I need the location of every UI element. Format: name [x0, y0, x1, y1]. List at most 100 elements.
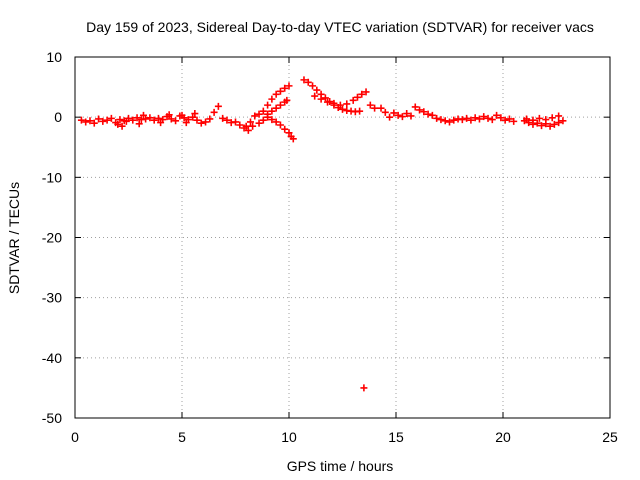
data-point [281, 84, 289, 92]
data-point [99, 117, 107, 125]
data-point [493, 111, 501, 119]
data-point [336, 101, 344, 109]
data-point [289, 135, 297, 143]
data-point [90, 119, 98, 127]
data-point [251, 112, 259, 120]
data-point [255, 119, 263, 127]
data-point [555, 112, 563, 120]
data-point [197, 119, 205, 127]
y-tick-label: 10 [46, 49, 62, 65]
data-point [420, 108, 428, 116]
data-point [475, 115, 483, 123]
data-point [133, 114, 141, 122]
y-tick-label: -20 [42, 230, 62, 246]
data-point [424, 110, 432, 118]
data-point [358, 90, 366, 98]
data-point [523, 115, 531, 123]
data-point [276, 101, 284, 109]
data-point [268, 107, 276, 115]
y-tick-label: -50 [42, 410, 62, 426]
data-point [403, 110, 411, 118]
data-point [311, 92, 319, 100]
data-point [550, 120, 558, 128]
data-point [317, 95, 325, 103]
data-point [244, 126, 252, 134]
data-point [118, 122, 126, 130]
y-tick-label: -30 [42, 290, 62, 306]
data-point [191, 110, 199, 118]
data-point [268, 95, 276, 103]
data-point [182, 119, 190, 127]
data-point [154, 114, 162, 122]
data-point [441, 117, 449, 125]
data-point [116, 116, 124, 124]
plot-frame [74, 56, 611, 419]
data-point [259, 107, 267, 115]
data-point [219, 114, 227, 122]
data-point [546, 122, 554, 130]
data-point [339, 105, 346, 113]
data-point [246, 118, 254, 126]
data-point [157, 119, 165, 127]
x-tick-label: 10 [281, 429, 297, 445]
y-tick-label: -10 [42, 169, 62, 185]
data-point [214, 102, 222, 110]
data-point [353, 93, 361, 101]
data-point [300, 76, 308, 84]
data-point [255, 110, 263, 118]
data-point [272, 118, 280, 126]
data-point [324, 98, 332, 106]
data-point [381, 108, 389, 116]
x-tick-label: 15 [388, 429, 404, 445]
data-point [178, 111, 186, 119]
data-point [268, 116, 276, 124]
data-point [95, 115, 103, 123]
x-axis-label: GPS time / hours [287, 458, 394, 474]
data-point [548, 114, 556, 122]
data-point [139, 111, 147, 119]
data-point [446, 118, 453, 126]
data-point [283, 96, 291, 104]
data-point [114, 120, 122, 128]
data-point [555, 119, 563, 127]
data-point [272, 90, 280, 98]
data-point [107, 114, 115, 122]
data-point [535, 114, 543, 122]
data-point [356, 107, 364, 115]
data-point [189, 113, 197, 121]
data-point [264, 110, 272, 118]
data-point [377, 104, 385, 112]
data-point [433, 114, 441, 122]
data-point [411, 103, 419, 111]
data-point [538, 122, 546, 130]
x-tick-label: 0 [71, 429, 79, 445]
data-point [206, 115, 214, 123]
data-point [264, 101, 272, 109]
data-point [510, 117, 518, 125]
data-point [458, 116, 466, 124]
data-point [172, 117, 180, 125]
data-point [276, 87, 284, 95]
data-point [122, 117, 130, 125]
data-point [167, 115, 175, 123]
data-point [437, 116, 445, 124]
data-point [471, 114, 479, 122]
data-point [259, 116, 267, 124]
data-point [77, 116, 85, 124]
data-point [349, 96, 357, 104]
data-point [463, 114, 471, 122]
x-tick-label: 5 [178, 429, 186, 445]
data-point [360, 384, 368, 392]
data-point [103, 116, 111, 124]
data-point [304, 78, 312, 86]
data-point [416, 106, 424, 114]
data-point [362, 88, 370, 96]
data-point [428, 111, 436, 119]
data-point [150, 116, 158, 124]
data-point [533, 119, 541, 127]
data-point [242, 122, 250, 130]
data-point [505, 115, 513, 123]
data-point [129, 116, 137, 124]
data-point [82, 118, 90, 126]
data-point [210, 108, 218, 116]
